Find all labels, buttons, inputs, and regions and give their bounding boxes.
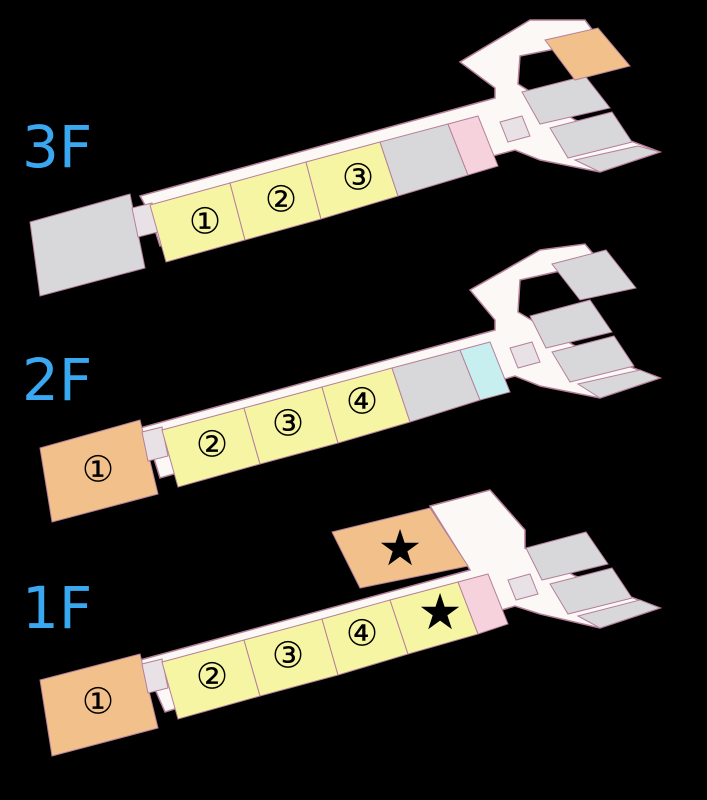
room-gray-1f-right-3 (576, 599, 662, 629)
room-orange-1f-star (331, 507, 469, 589)
room-marker: ① (82, 450, 114, 491)
star-marker: ★ (418, 583, 463, 641)
floor-3f: 3F ① ② ③ (22, 19, 663, 297)
room-gray-3f-left (29, 193, 146, 297)
room-pink-1f (457, 573, 509, 635)
stairs-2f-right (509, 341, 541, 369)
room-gray-3f-right-2 (549, 111, 633, 159)
floor-label-2f: 2F (22, 346, 92, 414)
floor-label-1f: 1F (22, 574, 92, 642)
room-marker: ③ (272, 404, 304, 445)
room-cyan-2f (459, 341, 511, 401)
room-marker: ② (196, 657, 228, 698)
stairs-3f-right (499, 115, 531, 143)
room-orange-2f-left (39, 419, 159, 523)
floor-2f: 2F ① ② ③ ④ (22, 243, 663, 523)
floor-label-3f: 3F (22, 113, 92, 181)
room-gray-2f-right-3 (576, 369, 662, 399)
room-gray-2f-right-1 (529, 299, 613, 349)
room-marker: ① (189, 202, 221, 243)
room-gray-1f-right-1 (525, 531, 609, 581)
room-gray-2f-top (551, 249, 637, 301)
room-marker: ③ (342, 158, 374, 199)
room-marker: ③ (272, 636, 304, 677)
room-pink-3f (447, 115, 499, 176)
room-gray-3f-right-3 (573, 145, 662, 173)
room-orange-3f (544, 27, 631, 81)
room-gray-3f-right-1 (521, 75, 611, 125)
star-marker: ★ (378, 519, 423, 577)
room-gray-1f-right-2 (549, 567, 633, 615)
floor-1f: 1F ① ② ③ ④ ★ ★ (22, 489, 663, 757)
room-marker: ① (82, 682, 114, 723)
stairs-1f-right (507, 573, 539, 601)
stairs-2f-left (141, 426, 169, 462)
room-orange-1f-left (39, 653, 159, 757)
stairs-1f-left (141, 658, 169, 694)
room-gray-2f-right-2 (551, 335, 635, 383)
room-marker: ② (196, 425, 228, 466)
room-marker: ④ (346, 382, 378, 423)
room-marker: ④ (346, 614, 378, 655)
room-marker: ② (265, 180, 297, 221)
